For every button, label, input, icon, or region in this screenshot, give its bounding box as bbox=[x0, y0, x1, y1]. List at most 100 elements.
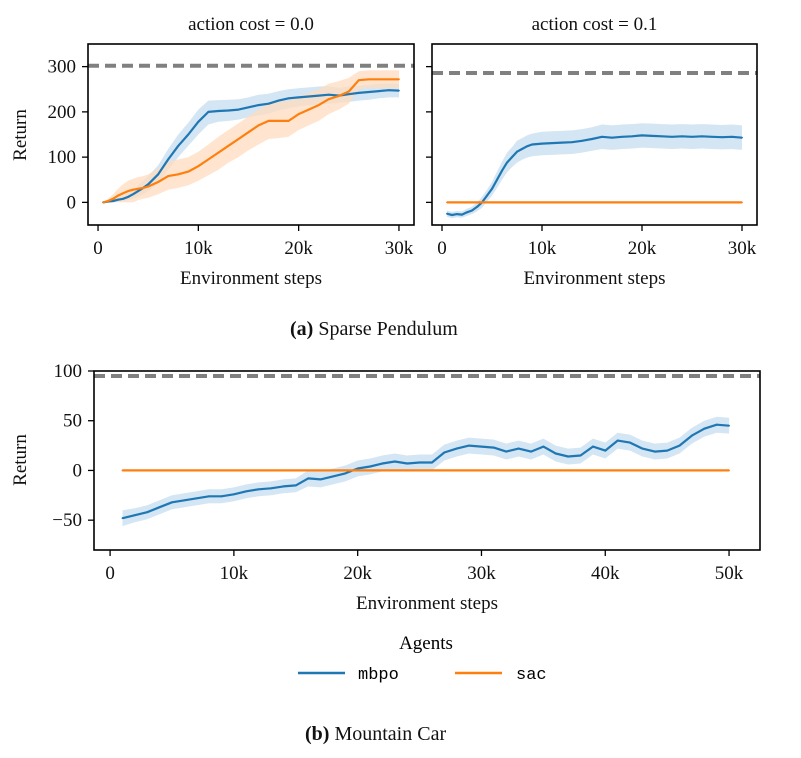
data-point-mbpo bbox=[257, 488, 260, 491]
data-point-mbpo bbox=[127, 196, 130, 198]
data-point-mbpo bbox=[267, 102, 270, 105]
data-point-mbpo bbox=[133, 514, 136, 517]
data-point-mbpo bbox=[591, 445, 594, 448]
x-tick-label: 10k bbox=[184, 238, 213, 259]
data-point-mbpo bbox=[183, 499, 186, 502]
data-point-mbpo bbox=[461, 213, 463, 216]
data-point-sac bbox=[102, 201, 104, 204]
data-point-mbpo bbox=[208, 495, 211, 498]
x-tick-label: 0 bbox=[93, 238, 103, 259]
x-axis-label: Environment steps bbox=[180, 268, 322, 289]
band-mbpo bbox=[447, 123, 742, 219]
chart-title: action cost = 0.1 bbox=[532, 14, 658, 35]
data-point-mbpo bbox=[581, 139, 583, 142]
data-point-mbpo bbox=[691, 434, 693, 437]
data-point-sac bbox=[347, 90, 350, 93]
data-point-mbpo bbox=[297, 96, 300, 99]
data-point-mbpo bbox=[207, 110, 210, 113]
chart-title: action cost = 0.0 bbox=[188, 14, 314, 35]
data-point-mbpo bbox=[486, 194, 488, 197]
data-point-mbpo bbox=[451, 214, 453, 216]
data-point-mbpo bbox=[195, 497, 198, 500]
data-point-mbpo bbox=[721, 136, 723, 139]
x-tick-label: 0 bbox=[437, 238, 447, 259]
data-point-mbpo bbox=[357, 91, 360, 94]
data-point-sac bbox=[327, 98, 330, 101]
data-point-sac bbox=[122, 192, 125, 195]
data-point-sac bbox=[357, 79, 360, 82]
data-point-mbpo bbox=[728, 424, 730, 427]
data-point-mbpo bbox=[356, 467, 359, 470]
data-point-mbpo bbox=[347, 93, 350, 96]
data-point-mbpo bbox=[567, 455, 570, 458]
data-point-mbpo bbox=[542, 445, 545, 448]
data-point-mbpo bbox=[501, 169, 503, 172]
data-point-mbpo bbox=[146, 511, 149, 514]
data-point-mbpo bbox=[158, 506, 161, 509]
data-point-mbpo bbox=[232, 493, 235, 496]
data-point-sac bbox=[147, 185, 150, 188]
caption-b-text: Mountain Car bbox=[334, 723, 447, 745]
data-point-mbpo bbox=[511, 156, 513, 159]
x-tick-label: 20k bbox=[284, 238, 313, 259]
x-tick-label: 30k bbox=[467, 563, 496, 584]
data-point-sac bbox=[107, 200, 109, 202]
data-point-mbpo bbox=[571, 141, 573, 144]
data-point-mbpo bbox=[406, 462, 409, 465]
data-point-mbpo bbox=[611, 136, 613, 139]
data-point-sac bbox=[177, 173, 180, 176]
data-point-mbpo bbox=[651, 134, 653, 137]
data-point-sac bbox=[398, 78, 400, 81]
data-point-sac bbox=[317, 104, 320, 106]
data-point-mbpo bbox=[294, 484, 297, 487]
data-point-mbpo bbox=[492, 446, 495, 449]
data-point-mbpo bbox=[641, 134, 643, 137]
data-point-sac bbox=[267, 120, 270, 122]
chart-action-cost-0: 0 10k 20k 30k 0 100 200 300 action cost = 0.0 Env… bbox=[10, 14, 415, 289]
data-point-sac bbox=[117, 194, 119, 197]
data-point-sac bbox=[197, 165, 200, 168]
x-tick-label: 50k bbox=[715, 563, 744, 584]
data-point-mbpo bbox=[466, 211, 468, 214]
data-point-sac bbox=[367, 78, 370, 81]
y-axis-label: Return bbox=[10, 109, 31, 161]
data-point-mbpo bbox=[431, 461, 433, 464]
data-point-mbpo bbox=[530, 450, 532, 453]
axes-frame bbox=[87, 43, 415, 226]
data-point-mbpo bbox=[629, 441, 631, 444]
y-tick-label: −50 bbox=[52, 510, 82, 531]
data-point-mbpo bbox=[287, 97, 290, 100]
data-point-mbpo bbox=[398, 89, 400, 92]
data-point-sac bbox=[132, 188, 135, 191]
y-axis-label: Return bbox=[10, 434, 31, 486]
x-tick-label: 10k bbox=[220, 563, 249, 584]
data-point-mbpo bbox=[227, 109, 230, 112]
data-point-mbpo bbox=[471, 209, 473, 212]
axes-frame bbox=[431, 43, 758, 226]
data-point-mbpo bbox=[388, 89, 390, 92]
data-point-mbpo bbox=[418, 461, 421, 464]
axes-frame bbox=[93, 370, 761, 551]
data-point-sac bbox=[728, 469, 730, 472]
data-point-mbpo bbox=[476, 206, 478, 208]
data-point-mbpo bbox=[132, 193, 135, 196]
data-point-mbpo bbox=[561, 141, 563, 144]
data-point-sac bbox=[167, 175, 170, 178]
data-point-mbpo bbox=[270, 487, 272, 490]
data-point-mbpo bbox=[554, 452, 557, 455]
data-point-sac bbox=[237, 138, 240, 140]
data-point-mbpo bbox=[621, 135, 623, 138]
data-point-mbpo bbox=[506, 161, 508, 164]
data-point-mbpo bbox=[344, 472, 347, 475]
data-point-mbpo bbox=[591, 138, 593, 140]
x-tick-label: 10k bbox=[528, 238, 557, 259]
data-point-sac bbox=[217, 151, 220, 154]
data-point-sac bbox=[377, 78, 380, 81]
data-point-mbpo bbox=[711, 135, 713, 138]
data-point-mbpo bbox=[393, 460, 396, 463]
data-point-mbpo bbox=[715, 423, 718, 426]
data-point-mbpo bbox=[277, 99, 280, 102]
data-point-mbpo bbox=[117, 198, 119, 201]
data-point-mbpo bbox=[381, 462, 384, 465]
